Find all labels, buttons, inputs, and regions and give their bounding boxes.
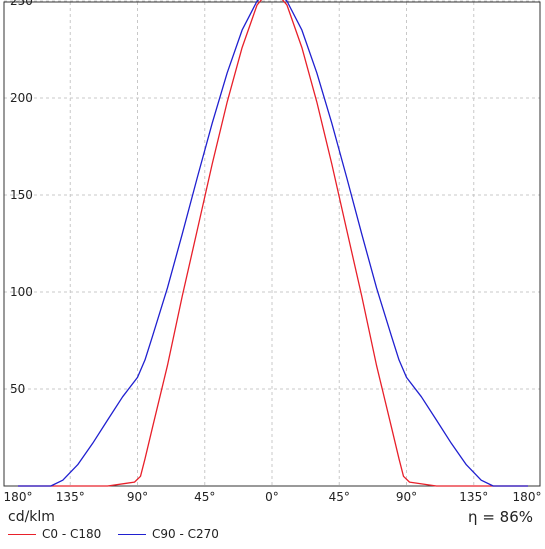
efficiency-label: η = 86% — [468, 508, 533, 526]
legend-item-c90-c270: C90 - C270 — [118, 527, 219, 541]
y-unit-label: cd/klm — [8, 509, 55, 525]
x-tick-label: 180° — [4, 490, 33, 504]
x-tick-label: 0° — [265, 490, 279, 504]
x-tick-label: 45° — [194, 490, 215, 504]
x-tick-label: 90° — [127, 490, 148, 504]
x-tick-label: 45° — [329, 490, 350, 504]
y-tick-label: 100 — [10, 285, 33, 299]
y-tick-label: 250 — [10, 0, 33, 8]
grid-lines — [4, 0, 540, 486]
legend-swatch-blue — [118, 533, 146, 535]
series-line-c90-c270 — [18, 0, 528, 487]
legend-swatch-red — [8, 533, 36, 535]
legend-label: C90 - C270 — [152, 527, 219, 541]
series-line-c0-c180 — [18, 0, 528, 487]
y-tick-labels: 50 100 150 200 250 — [10, 0, 33, 396]
legend-item-c0-c180: C0 - C180 — [8, 527, 101, 541]
x-tick-labels: 180° 135° 90° 45° 0° 45° 90° 135° 180° — [4, 490, 542, 504]
y-tick-label: 200 — [10, 91, 33, 105]
legend-label: C0 - C180 — [42, 527, 102, 541]
y-tick-label: 150 — [10, 188, 33, 202]
x-tick-label: 90° — [396, 490, 417, 504]
x-tick-label: 135° — [56, 490, 85, 504]
x-tick-label: 180° — [513, 490, 542, 504]
y-tick-label: 50 — [10, 382, 25, 396]
series-lines — [18, 0, 528, 487]
x-tick-label: 135° — [459, 490, 488, 504]
plot-frame — [3, 1, 541, 487]
